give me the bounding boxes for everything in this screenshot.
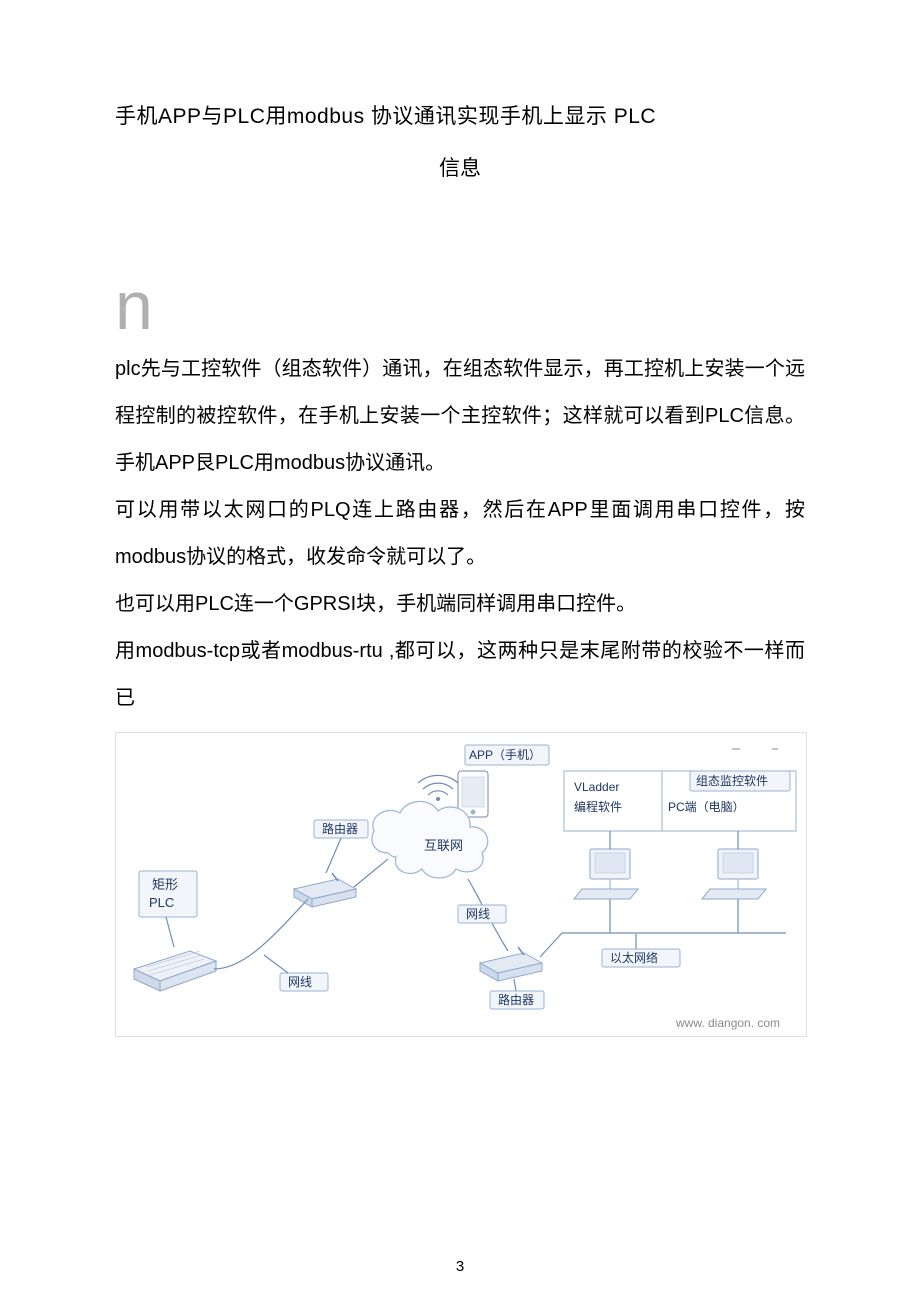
router1-leader [326,838,341,873]
edge-router2-bus [540,933,562,957]
router2-icon [480,947,542,981]
document-page: 手机APP与PLC用modbus 协议通讯实现手机上显示 PLC 信息 n pl… [0,0,920,1303]
network-diagram: APP（手机） 互联网 路由器 [115,732,807,1037]
body-paragraph: plc先与工控软件（组态软件）通讯，在组态软件显示，再工控机上安装一个远程控制的… [115,346,805,722]
ztrj-label: 组态监控软件 [696,774,768,788]
diagram-svg: APP（手机） 互联网 路由器 [116,733,806,1036]
watermark-text: www. diangon. com [675,1016,780,1030]
pcend-label: PC端（电脑） [668,800,745,814]
pc2-icon [702,849,766,899]
netwire2-label: 网线 [288,975,312,989]
plc-device-icon [134,951,216,991]
edge-plc-router1 [214,899,308,969]
ethernet-label: 以太网络 [610,950,658,965]
title-line-1: 手机APP与PLC用modbus 协议通讯实现手机上显示 PLC [115,100,805,134]
vladder-label-2: 编程软件 [574,799,622,814]
plc-label-2: PLC [149,895,174,910]
title-line-2: 信息 [115,152,805,182]
decorative-letter-n: n [115,272,805,340]
wifi-icon [418,775,458,801]
plc-leader [166,917,174,947]
router1-label: 路由器 [322,821,358,836]
edge-router1-cloud [354,859,388,887]
vladder-label-1: VLadder [574,780,619,794]
router2-label: 路由器 [498,992,534,1007]
internet-label: 互联网 [424,838,463,853]
plc-label-box: 矩形 PLC [139,871,197,917]
router2-leader [514,979,516,991]
pc1-icon [574,849,638,899]
netwire1-label: 网线 [466,907,490,921]
page-number: 3 [0,1258,920,1275]
app-phone-label: APP（手机） [469,748,541,762]
router1-icon [294,873,356,907]
netwire2-leader [264,955,288,973]
plc-label-1: 矩形 [152,877,178,892]
